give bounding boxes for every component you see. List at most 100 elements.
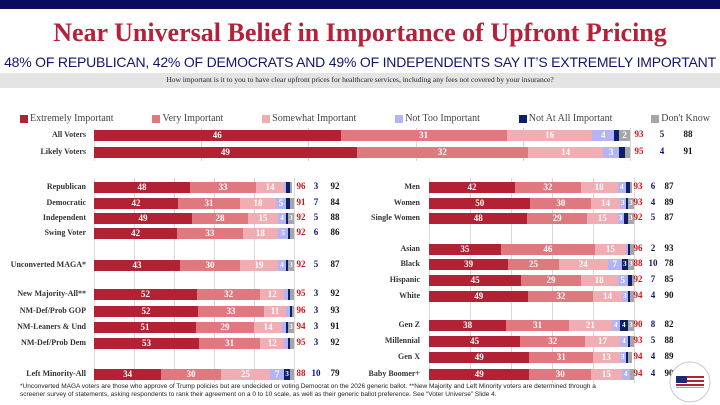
bar-segment-not-at-all-important <box>625 352 628 363</box>
total-important: 95 <box>634 146 644 156</box>
total-important: 93 <box>633 181 643 191</box>
row-label: Baby Boomer+ <box>368 369 420 378</box>
bar-segment-very-important: 32 <box>356 147 529 158</box>
bar-segment-not-at-all-important <box>286 198 290 209</box>
bar-segment-not-at-all-important <box>627 291 630 302</box>
total-not-important: 3 <box>313 321 319 331</box>
bar-segment-extremely-important: 46 <box>94 130 341 141</box>
bar-segment-somewhat-important: 18 <box>580 182 618 193</box>
total-not-important: 8 <box>650 319 656 329</box>
bar-segment-not-too-important: 7 <box>270 369 285 380</box>
bar-segment-somewhat-important: 18 <box>240 198 276 209</box>
bar-segment-very-important: 33 <box>198 306 264 317</box>
bar-segment-not-at-all-important <box>286 213 288 224</box>
bar-segment-extremely-important: 49 <box>429 369 530 380</box>
row-label: New Majority-All** <box>17 289 86 298</box>
bar-segment-not-at-all-important <box>286 322 288 333</box>
legend-item: Somewhat Important <box>262 113 356 124</box>
total-important: 96 <box>296 305 306 315</box>
legend-swatch <box>651 114 660 123</box>
total-important: 92 <box>296 212 306 222</box>
bar-segment-not-at-all-important <box>623 213 628 224</box>
top-band <box>0 0 720 9</box>
bar-segment-not-too-important: 5 <box>278 228 289 239</box>
bar-segment-not-at-all-important <box>613 130 620 141</box>
legend-item: Extremely Important <box>20 113 114 124</box>
bar-segment-not-too-important: 4 <box>611 320 620 331</box>
legend-swatch <box>262 114 271 123</box>
total-not-important: 4 <box>650 290 656 300</box>
bar-segment-somewhat-important: 18 <box>242 228 279 239</box>
bar-segment-somewhat-important: 14 <box>591 198 620 209</box>
row-label: Gen X <box>398 352 420 361</box>
bar-segment-don-t-know <box>624 147 630 158</box>
bar-segment-not-too-important: 5 <box>617 275 628 286</box>
legend-label: Don't Know <box>661 113 710 124</box>
bar-segment-not-too-important <box>284 289 289 300</box>
bar-segment-somewhat-important: 15 <box>248 213 278 224</box>
bar-segment-extremely-important: 49 <box>94 147 357 158</box>
legend-label: Very Important <box>162 113 224 124</box>
row-label: Democratic <box>46 198 86 207</box>
legend-label: Somewhat Important <box>272 113 357 124</box>
bar-segment-don-t-know <box>629 291 634 302</box>
legend-swatch <box>518 114 527 123</box>
bar-segment-not-too-important: 3 <box>621 291 628 302</box>
total-important: 94 <box>633 351 643 361</box>
net-important: 91 <box>330 321 340 331</box>
new-majority-project-logo <box>669 361 711 403</box>
bar-segment-extremely-important: 49 <box>429 352 530 363</box>
bar-segment-not-at-all-important: 3 <box>284 369 291 380</box>
net-important: 88 <box>664 335 674 345</box>
survey-question: How important is it to you to have clear… <box>166 75 554 84</box>
bar-segment-somewhat-important: 12 <box>260 289 285 300</box>
bar-segment-not-at-all-important <box>290 306 292 317</box>
bar-segment-somewhat-important: 14 <box>256 182 284 193</box>
legend-swatch <box>20 114 28 123</box>
bar-segment-somewhat-important: 18 <box>580 275 618 286</box>
bar-segment-extremely-important: 52 <box>94 306 198 317</box>
row-label: Independent <box>42 213 86 222</box>
total-important: 90 <box>633 319 643 329</box>
bar-segment-not-at-all-important: 4 <box>619 320 628 331</box>
total-not-important: 2 <box>650 243 656 253</box>
bar-segment-very-important: 29 <box>196 322 254 333</box>
bar-segment-not-at-all-important <box>619 147 625 158</box>
row-label: Left Minority-All <box>26 369 86 378</box>
bar-segment-not-too-important: 4 <box>619 336 628 347</box>
row-label: Women <box>393 198 420 207</box>
total-important: 94 <box>633 290 643 300</box>
bar-segment-don-t-know <box>292 306 294 317</box>
total-important: 95 <box>296 337 306 347</box>
net-important: 93 <box>664 243 674 253</box>
bar-segment-very-important: 29 <box>521 275 581 286</box>
net-important: 87 <box>664 212 674 222</box>
bar-segment-somewhat-important: 16 <box>506 130 593 141</box>
bar-segment-don-t-know <box>290 182 292 193</box>
net-important: 84 <box>330 197 340 207</box>
legend-label: Not At All Important <box>528 113 613 124</box>
total-not-important: 4 <box>650 351 656 361</box>
total-important: 93 <box>633 197 643 207</box>
bar-segment-extremely-important: 45 <box>429 336 521 347</box>
total-not-important: 10 <box>311 368 321 378</box>
bar-segment-extremely-important: 48 <box>94 182 190 193</box>
total-not-important: 6 <box>650 181 656 191</box>
net-important: 87 <box>330 259 340 269</box>
bar-segment-extremely-important: 53 <box>94 338 199 349</box>
total-not-important: 5 <box>313 212 319 222</box>
page-subtitle: 48% OF REPUBLICAN, 42% OF DEMOCRATS AND … <box>4 54 716 70</box>
bar-segment-not-too-important: 3 <box>603 147 620 158</box>
row-label: NM-Def/Prob GOP <box>19 306 86 315</box>
bar-segment-very-important: 29 <box>527 213 587 224</box>
net-important: 89 <box>664 197 674 207</box>
bar-segment-very-important: 32 <box>528 291 594 302</box>
total-important: 91 <box>296 197 306 207</box>
total-important: 93 <box>633 335 643 345</box>
bar-segment-not-at-all-important <box>625 198 628 209</box>
total-important: 92 <box>296 259 306 269</box>
bar-segment-very-important: 30 <box>180 260 240 271</box>
gridline <box>174 178 175 383</box>
row-label: Gen Z <box>398 320 420 329</box>
bar-segment-don-t-know <box>631 275 634 286</box>
